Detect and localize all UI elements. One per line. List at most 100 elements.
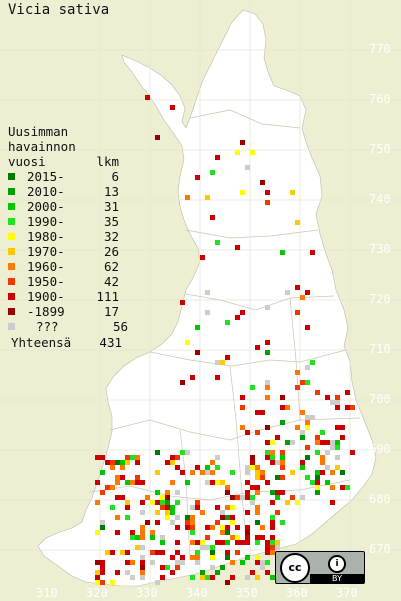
observation-square — [220, 515, 225, 520]
cc-by-license-badge[interactable]: cc i BY — [275, 551, 365, 584]
observation-square — [235, 245, 240, 250]
observation-square — [185, 515, 190, 520]
observation-square — [220, 510, 225, 515]
easting-label: 340 — [186, 586, 208, 600]
observation-square — [175, 465, 180, 470]
observation-square — [325, 440, 330, 445]
observation-square — [140, 555, 145, 560]
observation-square — [240, 495, 245, 500]
observation-square — [325, 465, 330, 470]
observation-square — [335, 425, 340, 430]
observation-square — [195, 550, 200, 555]
observation-square — [190, 555, 195, 560]
observation-square — [230, 505, 235, 510]
observation-square — [185, 450, 190, 455]
observation-square — [100, 520, 105, 525]
observation-square — [170, 520, 175, 525]
observation-square — [215, 240, 220, 245]
observation-square — [255, 345, 260, 350]
observation-square — [210, 215, 215, 220]
observation-square — [140, 530, 145, 535]
observation-square — [225, 550, 230, 555]
observation-square — [270, 490, 275, 495]
observation-square — [270, 460, 275, 465]
observation-square — [265, 305, 270, 310]
observation-square — [335, 405, 340, 410]
legend-heading-line-1: Uusimman — [8, 124, 69, 139]
observation-square — [165, 510, 170, 515]
observation-square — [225, 355, 230, 360]
observation-square — [215, 455, 220, 460]
legend-row: 1960- 62 — [8, 259, 128, 274]
observation-square — [125, 505, 130, 510]
observation-square — [290, 190, 295, 195]
observation-square — [180, 470, 185, 475]
observation-square — [305, 425, 310, 430]
observation-square — [315, 440, 320, 445]
observation-square — [185, 195, 190, 200]
observation-square — [170, 510, 175, 515]
northing-label: 730 — [369, 242, 391, 256]
observation-square — [255, 430, 260, 435]
observation-square — [290, 440, 295, 445]
observation-square — [260, 180, 265, 185]
observation-square — [295, 385, 300, 390]
observation-square — [225, 515, 230, 520]
observation-square — [265, 545, 270, 550]
observation-square — [260, 565, 265, 570]
observation-square — [320, 460, 325, 465]
observation-square — [155, 450, 160, 455]
legend-total-count: 431 — [99, 335, 122, 350]
observation-square — [215, 570, 220, 575]
observation-square — [205, 525, 210, 530]
observation-square — [115, 475, 120, 480]
observation-square — [115, 530, 120, 535]
observation-square — [300, 380, 305, 385]
observation-square — [125, 480, 130, 485]
observation-markers — [95, 95, 355, 585]
observation-square — [250, 570, 255, 575]
observation-square — [305, 420, 310, 425]
observation-square — [190, 530, 195, 535]
observation-square — [100, 570, 105, 575]
observation-square — [160, 565, 165, 570]
observation-square — [155, 490, 160, 495]
observation-square — [100, 560, 105, 565]
observation-square — [185, 520, 190, 525]
observation-square — [130, 575, 135, 580]
observation-square — [315, 450, 320, 455]
observation-square — [255, 490, 260, 495]
observation-square — [270, 515, 275, 520]
observation-square — [255, 485, 260, 490]
observation-square — [175, 500, 180, 505]
observation-square — [160, 550, 165, 555]
observation-square — [265, 190, 270, 195]
observation-square — [135, 545, 140, 550]
observation-square — [215, 505, 220, 510]
observation-square — [140, 525, 145, 530]
observation-square — [335, 465, 340, 470]
observation-square — [105, 550, 110, 555]
observation-square — [170, 555, 175, 560]
observation-square — [335, 455, 340, 460]
observation-square — [195, 175, 200, 180]
observation-square — [310, 480, 315, 485]
observation-square — [335, 395, 340, 400]
legend-count: 32 — [103, 229, 119, 244]
observation-square — [235, 535, 240, 540]
legend-count: 26 — [103, 244, 119, 259]
observation-square — [195, 500, 200, 505]
observation-square — [195, 540, 200, 545]
observation-square — [215, 520, 220, 525]
observation-square — [190, 470, 195, 475]
observation-square — [150, 560, 155, 565]
observation-square — [160, 500, 165, 505]
observation-square — [140, 570, 145, 575]
observation-square — [280, 405, 285, 410]
observation-square — [315, 390, 320, 395]
observation-square — [210, 550, 215, 555]
observation-square — [265, 340, 270, 345]
observation-square — [175, 455, 180, 460]
observation-square — [100, 470, 105, 475]
observation-square — [235, 495, 240, 500]
